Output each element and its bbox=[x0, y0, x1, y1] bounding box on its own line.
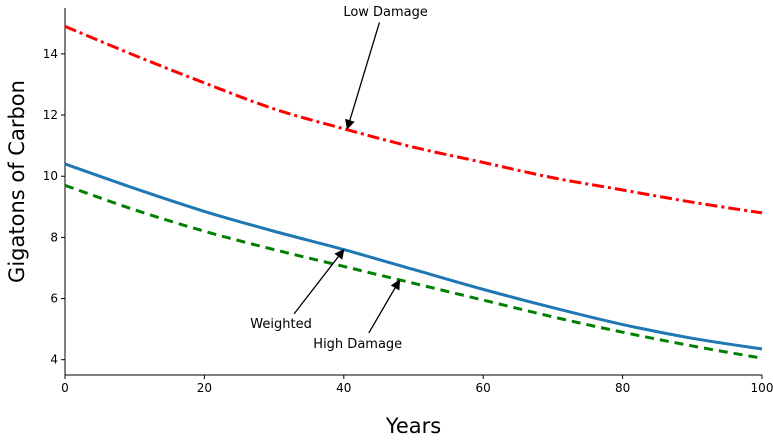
series-line-high-damage bbox=[64, 183, 763, 360]
axes bbox=[64, 8, 762, 376]
x-tick-label: 80 bbox=[615, 381, 630, 395]
annotation-label-high-damage: High Damage bbox=[313, 337, 402, 352]
annotation-arrow-high-damage bbox=[368, 279, 401, 334]
annotation-arrow-weighted bbox=[293, 248, 345, 315]
y-tick-label: 8 bbox=[50, 230, 58, 244]
x-tick-label: 60 bbox=[476, 381, 491, 395]
y-tick-label: 14 bbox=[43, 47, 58, 61]
x-tick-label: 20 bbox=[197, 381, 212, 395]
x-axis-title: Years bbox=[385, 414, 441, 438]
x-axis-ticks: 0 20 40 60 80 100 bbox=[61, 375, 773, 395]
annotation-label-weighted: Weighted bbox=[250, 317, 312, 332]
series-line-weighted bbox=[64, 162, 763, 351]
annotation-label-low-damage: Low Damage bbox=[343, 5, 428, 20]
y-tick-label: 6 bbox=[50, 292, 58, 306]
annotation-arrow-low-damage bbox=[345, 22, 381, 130]
y-tick-label: 4 bbox=[50, 353, 58, 367]
y-axis-title: Gigatons of Carbon bbox=[5, 80, 29, 283]
series-layer bbox=[64, 24, 763, 360]
y-tick-label: 12 bbox=[43, 108, 58, 122]
series-line-low-damage bbox=[64, 24, 763, 215]
y-axis-ticks: 4 6 8 10 12 14 bbox=[43, 47, 65, 367]
x-tick-label: 0 bbox=[61, 381, 69, 395]
x-tick-label: 100 bbox=[751, 381, 773, 395]
y-tick-label: 10 bbox=[43, 169, 58, 183]
x-tick-label: 40 bbox=[336, 381, 351, 395]
